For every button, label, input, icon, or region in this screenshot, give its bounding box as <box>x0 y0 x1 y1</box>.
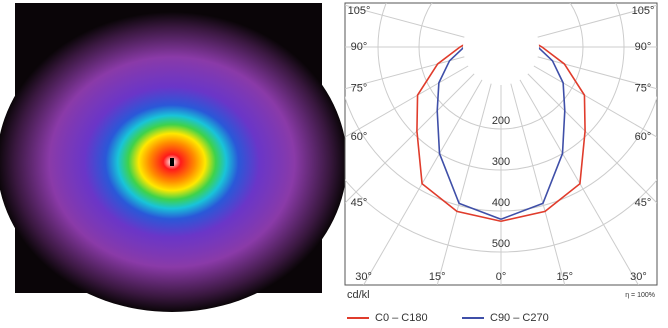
r-tick-label: 200 <box>492 115 510 127</box>
angle-label: 15° <box>556 271 573 283</box>
angle-label: 45° <box>351 197 368 209</box>
center-mask <box>463 9 539 85</box>
legend-label: C0 – C180 <box>375 312 428 324</box>
unit-label: cd/kl <box>347 289 370 301</box>
efficiency-label: η = 100% <box>625 292 655 299</box>
r-tick-label: 500 <box>492 238 510 250</box>
angle-label: 75° <box>351 83 368 95</box>
r-tick-label: 300 <box>492 156 510 168</box>
angle-label: 75° <box>635 83 652 95</box>
figure: 200 300 400 500 0° 15° 15° 30° 30° 45° 45° 60° 60° 75… <box>0 0 668 328</box>
angle-label: 15° <box>429 271 446 283</box>
legend-label: C90 – C270 <box>490 312 549 324</box>
angle-label: 30° <box>630 271 647 283</box>
angle-label: 45° <box>635 197 652 209</box>
r-tick-label: 400 <box>492 197 510 209</box>
angle-label: 30° <box>355 271 372 283</box>
angle-label: 105° <box>632 5 655 17</box>
angle-label: 60° <box>351 131 368 143</box>
angle-label: 90° <box>635 41 652 53</box>
source-point <box>170 158 174 166</box>
angle-label: 0° <box>496 271 507 283</box>
angle-label: 60° <box>635 131 652 143</box>
angle-label: 90° <box>351 41 368 53</box>
angle-label: 105° <box>348 5 371 17</box>
